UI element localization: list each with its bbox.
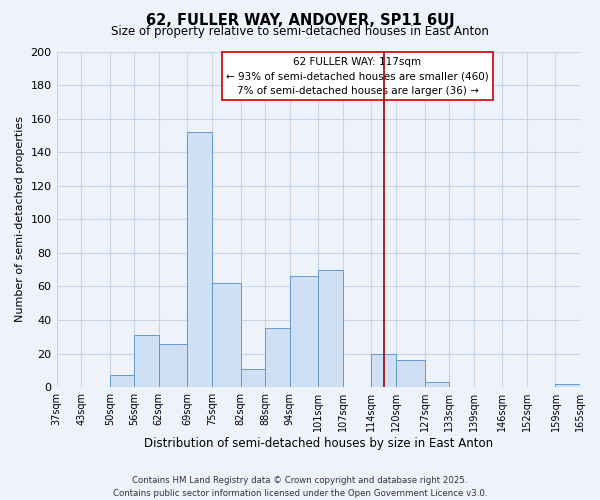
X-axis label: Distribution of semi-detached houses by size in East Anton: Distribution of semi-detached houses by … (144, 437, 493, 450)
Bar (396, 360, 425, 387)
Bar (134, 335, 159, 387)
Bar (318, 270, 343, 387)
Bar (159, 344, 187, 387)
Text: Size of property relative to semi-detached houses in East Anton: Size of property relative to semi-detach… (111, 25, 489, 38)
Bar (425, 382, 449, 387)
Text: 62 FULLER WAY: 117sqm
← 93% of semi-detached houses are smaller (460)
7% of semi: 62 FULLER WAY: 117sqm ← 93% of semi-deta… (226, 56, 489, 96)
Bar (187, 132, 212, 387)
Bar (556, 384, 580, 387)
Bar (110, 376, 134, 387)
Bar (371, 354, 396, 387)
Bar (265, 328, 290, 387)
Bar (212, 283, 241, 387)
Text: Contains HM Land Registry data © Crown copyright and database right 2025.
Contai: Contains HM Land Registry data © Crown c… (113, 476, 487, 498)
Text: 62, FULLER WAY, ANDOVER, SP11 6UJ: 62, FULLER WAY, ANDOVER, SP11 6UJ (146, 12, 454, 28)
Y-axis label: Number of semi-detached properties: Number of semi-detached properties (15, 116, 25, 322)
Bar (290, 276, 318, 387)
Bar (241, 368, 265, 387)
